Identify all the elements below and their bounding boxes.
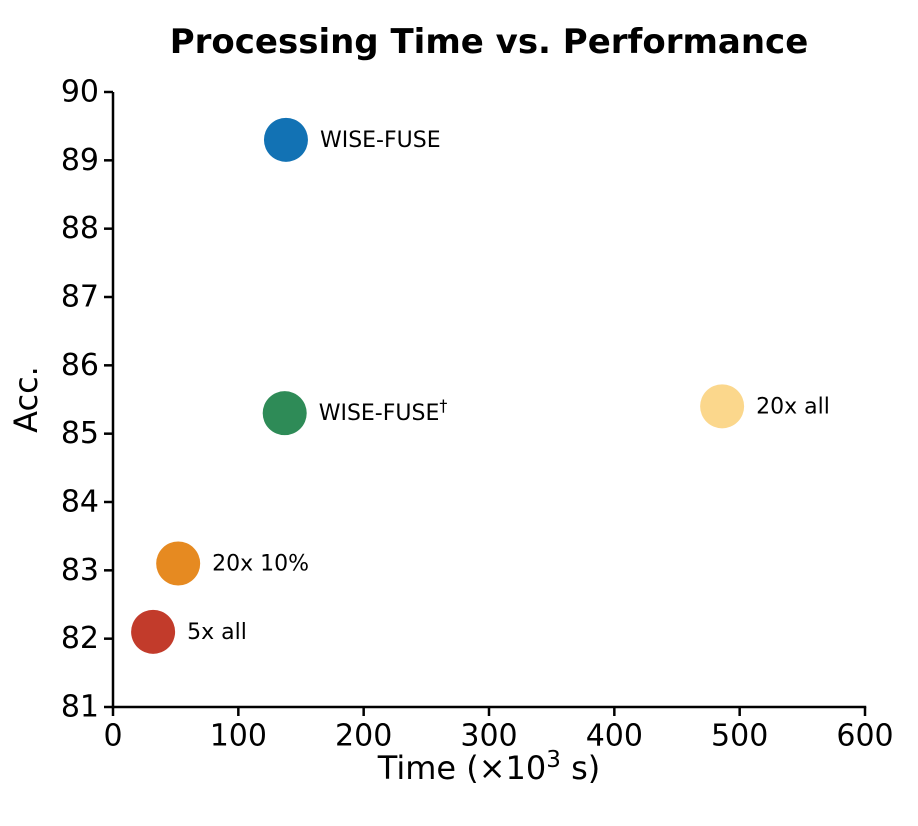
x-tick-label: 100 <box>210 719 267 754</box>
x-tick-label: 300 <box>460 719 517 754</box>
y-axis-label: Acc. <box>7 366 45 433</box>
x-tick-label: 200 <box>335 719 392 754</box>
y-tick-label: 87 <box>61 280 99 315</box>
y-tick-label: 84 <box>61 485 99 520</box>
x-axis-label: Time (×103 s) <box>377 747 600 787</box>
data-point <box>700 384 745 429</box>
data-point-label: WISE-FUSE <box>320 127 441 152</box>
y-tick-label: 88 <box>61 211 99 246</box>
data-point-label: 5x all <box>187 619 247 644</box>
x-tick-label: 500 <box>711 719 768 754</box>
y-tick-label: 82 <box>61 621 99 656</box>
y-tick-label: 81 <box>61 690 99 725</box>
data-point-label: 20x all <box>756 394 830 419</box>
data-point <box>262 391 307 436</box>
y-tick-label: 85 <box>61 416 99 451</box>
data-point <box>263 117 308 162</box>
data-point <box>131 609 176 654</box>
y-tick-label: 90 <box>61 75 99 110</box>
data-point <box>156 541 201 586</box>
y-tick-label: 83 <box>61 553 99 588</box>
chart-title: Processing Time vs. Performance <box>169 22 809 62</box>
x-tick-label: 600 <box>836 719 893 754</box>
y-tick-label: 89 <box>61 143 99 178</box>
x-tick-label: 0 <box>103 719 122 754</box>
data-point-label: WISE-FUSE† <box>319 396 448 426</box>
x-tick-label: 400 <box>586 719 643 754</box>
y-tick-label: 86 <box>61 348 99 383</box>
data-point-label: 20x 10% <box>212 551 309 576</box>
